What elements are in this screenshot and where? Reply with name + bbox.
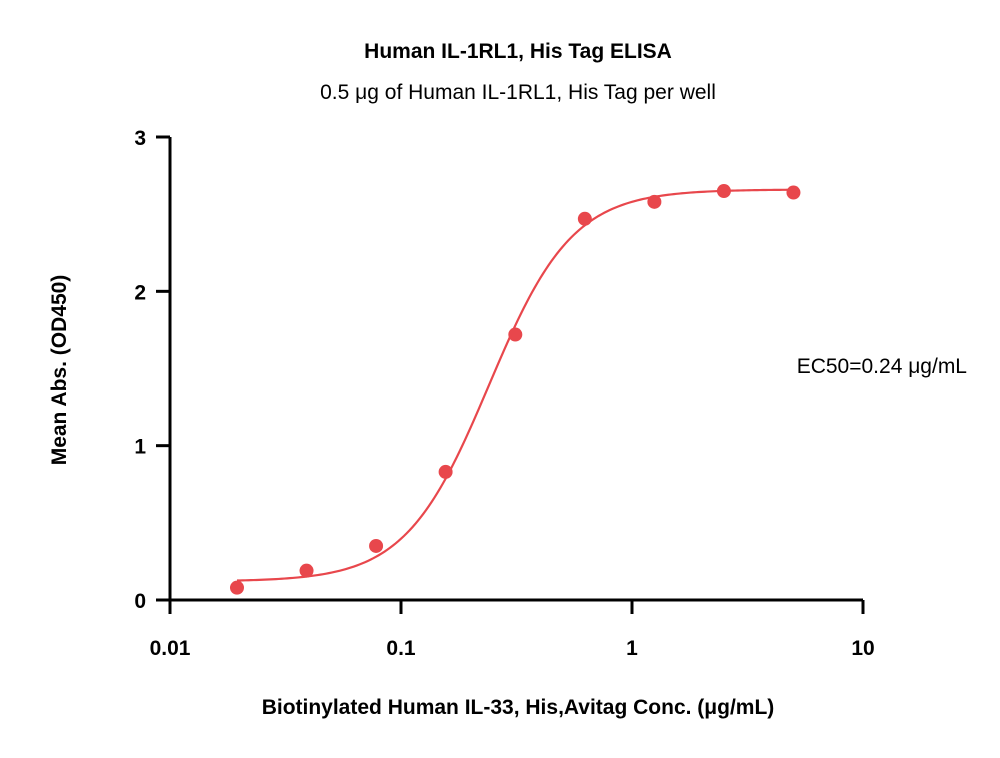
fit-curve-layer [236, 188, 794, 582]
chart-subtitle: 0.5 μg of Human IL-1RL1, His Tag per wel… [320, 81, 716, 104]
chart-title: Human IL-1RL1, His Tag ELISA [364, 40, 672, 63]
x-axis-label: Biotinylated Human IL-33, His,Avitag Con… [262, 696, 775, 719]
x-tick-label: 1 [626, 637, 638, 660]
data-points [229, 184, 801, 595]
data-point [786, 185, 801, 200]
y-axis-label: Mean Abs. (OD450) [48, 275, 71, 466]
y-tick-label: 1 [134, 436, 146, 459]
x-tick-label: 0.01 [150, 637, 191, 660]
data-point [508, 327, 523, 342]
data-point [299, 563, 314, 578]
axis-ticks: 0.01 0.1 1 10 0 1 2 3 [134, 127, 874, 660]
data-point [438, 464, 453, 479]
data-point [716, 184, 731, 199]
x-tick-label: 10 [851, 637, 874, 660]
y-tick-label: 0 [134, 590, 146, 613]
data-point [229, 580, 244, 595]
y-tick-label: 3 [134, 127, 146, 150]
y-tick-label: 2 [134, 281, 146, 304]
x-tick-label: 0.1 [386, 637, 416, 660]
data-point [577, 211, 592, 226]
data-point [647, 194, 662, 209]
fit-curve [236, 188, 794, 582]
axes [168, 137, 863, 602]
data-point [369, 538, 384, 553]
ec50-annotation: EC50=0.24 μg/mL [797, 355, 967, 378]
